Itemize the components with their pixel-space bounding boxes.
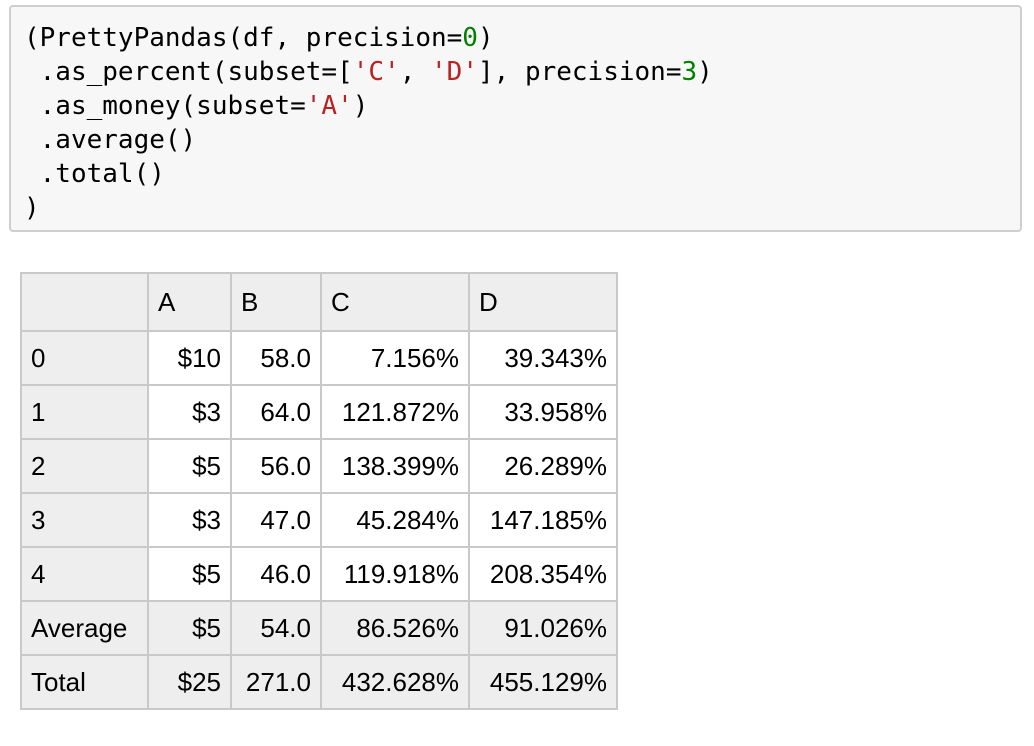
table-cell: 54.0 [230,600,322,656]
table-cell: 138.399% [320,438,470,494]
table-cell: 121.872% [320,384,470,440]
table-row: 0 $10 58.0 7.156% 39.343% [20,330,618,386]
table-cell: 7.156% [320,330,470,386]
table-cell: 39.343% [468,330,618,386]
table-header: A B C D [20,272,618,332]
table-cell: 56.0 [230,438,322,494]
code-token: ) [24,193,40,223]
row-index: 2 [20,438,149,494]
table-cell: $5 [147,600,232,656]
table-row: 3 $3 47.0 45.284% 147.185% [20,492,618,548]
table-cell: $5 [147,546,232,602]
header-index [20,272,149,332]
header-row: A B C D [20,272,618,332]
row-index: 3 [20,492,149,548]
code-string-token: 'D' [431,57,478,87]
table-body: 0 $10 58.0 7.156% 39.343% 1 $3 64.0 121.872% 33.9… [20,330,618,710]
code-token: .average() [24,125,197,155]
code-line: .average() [24,123,713,157]
header-col-d: D [468,272,618,332]
row-index: 1 [20,384,149,440]
code-token: ) [697,57,713,87]
code-line: .as_money(subset='A') [24,89,713,123]
table-row: 2 $5 56.0 138.399% 26.289% [20,438,618,494]
code-token: .total() [24,159,165,189]
row-index: 4 [20,546,149,602]
table-cell: $5 [147,438,232,494]
code-string-token: 'C' [352,57,400,87]
table-cell: 45.284% [320,492,470,548]
header-col-a: A [147,272,232,332]
code-string-token: 'A' [305,91,353,121]
header-col-b: B [230,272,322,332]
code-editor[interactable]: (PrettyPandas(df, precision=0) .as_perce… [24,21,713,225]
code-number-token: 3 [681,57,698,87]
table-row: 4 $5 46.0 119.918% 208.354% [20,546,618,602]
table-cell: 46.0 [230,546,322,602]
output-table: A B C D 0 $10 58.0 7.156% 39.343% 1 $3 64.0 121.… [20,272,618,710]
code-line: .as_percent(subset=['C', 'D'], precision… [24,55,713,89]
table-cell: $25 [147,654,232,710]
summary-row: Average $5 54.0 86.526% 91.026% [20,600,618,656]
table-cell: 432.628% [320,654,470,710]
summary-row: Total $25 271.0 432.628% 455.129% [20,654,618,710]
table-cell: 64.0 [230,384,322,440]
table-cell: 119.918% [320,546,470,602]
code-token: .as_money(subset= [24,91,306,121]
table-cell: 455.129% [468,654,618,710]
code-number-token: 0 [462,23,478,53]
code-token: ], precision= [477,57,682,87]
row-index: 0 [20,330,149,386]
table-cell: 147.185% [468,492,618,548]
table-cell: 58.0 [230,330,322,386]
table-cell: 271.0 [230,654,322,710]
header-col-c: C [320,272,470,332]
code-cell[interactable]: (PrettyPandas(df, precision=0) .as_perce… [9,5,1022,232]
code-line: .total() [24,157,713,191]
code-token: ) [477,23,494,53]
code-token: (PrettyPandas(df, precision= [24,23,463,53]
code-line: (PrettyPandas(df, precision=0) [24,21,713,55]
code-token: , [399,57,432,87]
code-token: .as_percent(subset=[ [24,57,353,87]
row-index: Average [20,600,149,656]
table-cell: 33.958% [468,384,618,440]
table-cell: 26.289% [468,438,618,494]
table-cell: 91.026% [468,600,618,656]
table-cell: $3 [147,492,232,548]
row-index: Total [20,654,149,710]
code-line: ) [24,191,713,225]
table-cell: 208.354% [468,546,618,602]
table-cell: 86.526% [320,600,470,656]
table-cell: $10 [147,330,232,386]
table-cell: $3 [147,384,232,440]
code-token: ) [352,91,369,121]
table-row: 1 $3 64.0 121.872% 33.958% [20,384,618,440]
table-cell: 47.0 [230,492,322,548]
